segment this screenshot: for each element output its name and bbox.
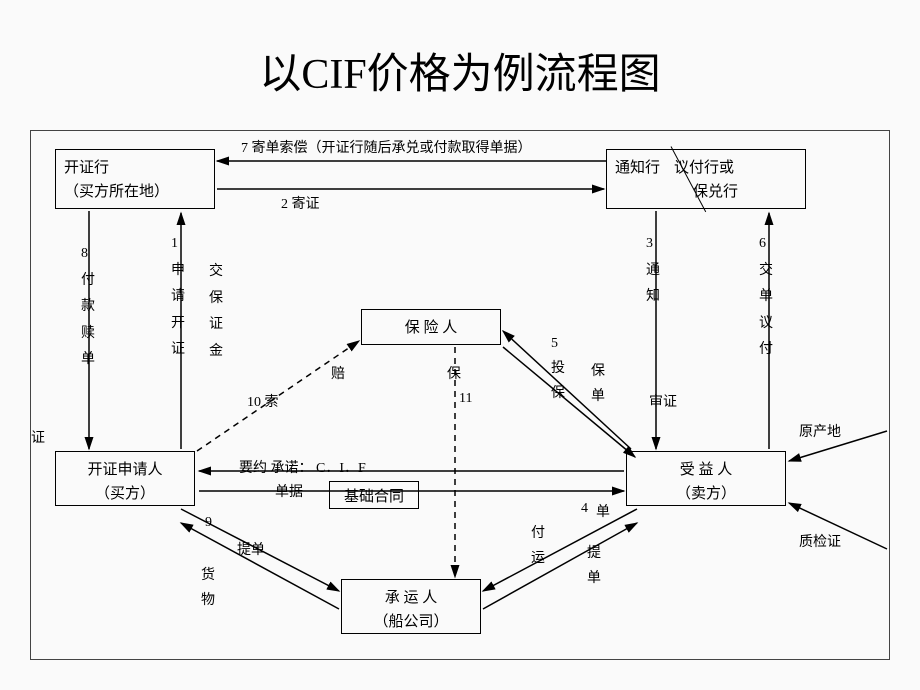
node-text: 开证申请人 bbox=[64, 458, 186, 482]
label-audit: 审证 bbox=[649, 391, 677, 411]
node-contract: 基础合同 bbox=[329, 481, 419, 509]
label-10b: 赔 bbox=[331, 363, 345, 383]
node-text: 保兑行 bbox=[615, 180, 797, 204]
label-3: 3 通 知 bbox=[646, 231, 660, 311]
label-bill: 提 单 bbox=[587, 541, 601, 591]
page-title: 以CIF价格为例流程图 bbox=[0, 40, 920, 101]
node-text: （船公司） bbox=[350, 610, 472, 634]
node-text: 开证行 bbox=[64, 156, 206, 180]
label-1: 1 申 请 开 证 bbox=[171, 231, 185, 364]
node-insurer: 保 险 人 bbox=[361, 309, 501, 345]
label-bill2: 提单 bbox=[237, 539, 265, 559]
label-7: 7 寄单索偿（开证行随后承兑或付款取得单据） bbox=[241, 137, 532, 157]
node-beneficiary: 受 益 人 （卖方） bbox=[626, 451, 786, 506]
label-inspect: 质检证 bbox=[799, 531, 841, 551]
edge-5b bbox=[503, 347, 635, 457]
node-applicant: 开证申请人 （买方） bbox=[55, 451, 195, 506]
flowchart-container: 开证行 （买方所在地） 通知行 议付行或 保兑行 保 险 人 开证申请人 （买方… bbox=[30, 130, 890, 660]
node-text: 通知行 bbox=[615, 156, 660, 180]
label-4: 4 bbox=[581, 501, 588, 517]
node-text: 受 益 人 bbox=[635, 458, 777, 482]
label-cif: 要约 承诺： C．I．F bbox=[239, 457, 366, 477]
node-issuing-bank: 开证行 （买方所在地） bbox=[55, 149, 215, 209]
label-5b: 保 单 bbox=[591, 359, 605, 409]
label-1b: 交 保 证 金 bbox=[209, 259, 223, 365]
edge-5 bbox=[503, 331, 631, 449]
label-11b: 保 bbox=[447, 363, 461, 383]
node-notify-bank: 通知行 议付行或 保兑行 bbox=[606, 149, 806, 209]
label-goods: 货 物 bbox=[201, 563, 215, 613]
label-docs: 单据 bbox=[275, 481, 303, 501]
label-origin: 原产地 bbox=[799, 421, 841, 441]
label-bill3: 单 bbox=[596, 501, 610, 521]
node-text: （卖方） bbox=[635, 482, 777, 506]
node-text: 承 运 人 bbox=[350, 586, 472, 610]
label-pay: 付 运 bbox=[531, 521, 545, 571]
label-8: 8 付 款 赎 单 bbox=[81, 241, 95, 374]
label-10: 10 索 bbox=[247, 391, 279, 411]
label-11: 11 bbox=[459, 391, 472, 407]
node-carrier: 承 运 人 （船公司） bbox=[341, 579, 481, 634]
label-5: 5 投 保 bbox=[551, 331, 565, 407]
label-6: 6 交 单 议 付 bbox=[759, 231, 773, 364]
label-2: 2 寄证 bbox=[281, 193, 320, 213]
node-text: （买方所在地） bbox=[64, 180, 206, 204]
label-9: 9 bbox=[205, 515, 212, 531]
node-text: 基础合同 bbox=[344, 489, 404, 505]
node-text: （买方） bbox=[64, 482, 186, 506]
edge-4b bbox=[483, 523, 637, 609]
label-cert: 证 bbox=[31, 427, 45, 447]
edge-4a bbox=[483, 509, 637, 591]
node-text: 保 险 人 bbox=[405, 320, 458, 336]
